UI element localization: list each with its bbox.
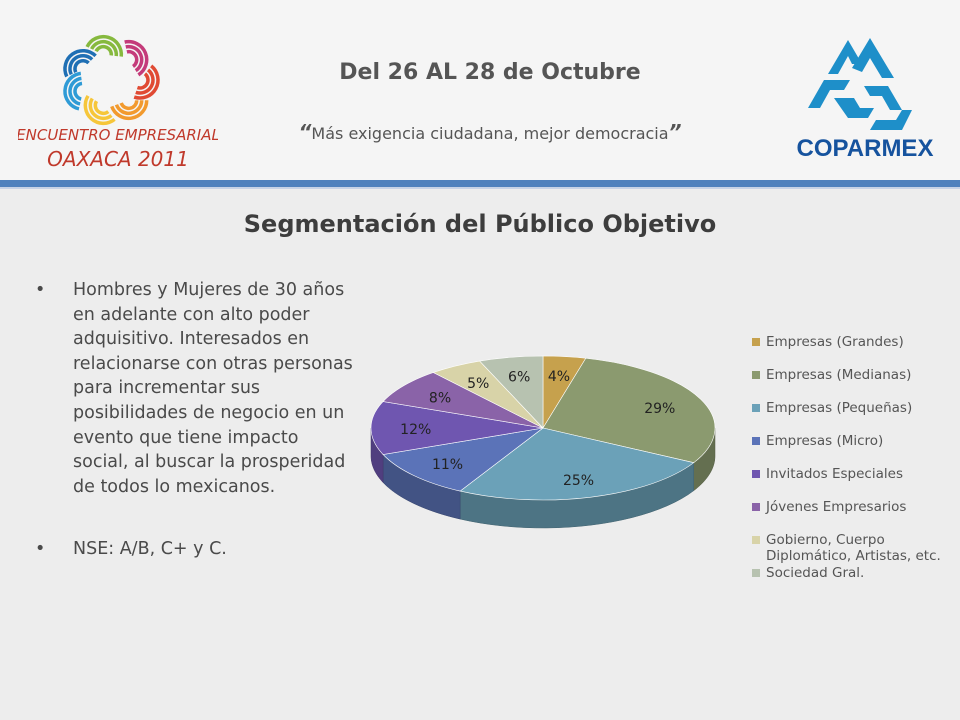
- pie-slice: [542, 357, 716, 464]
- swirl-arc: [93, 100, 110, 116]
- chart-legend: Empresas (Grandes) Empresas (Medianas) Emp…: [752, 334, 957, 598]
- swirl-arc: [88, 97, 113, 121]
- pie-data-label: 5%: [467, 376, 489, 392]
- swirl-arc: [63, 71, 82, 111]
- pie-data-labels: 4% 29% 25% 11% 12% 8% 5% 6%: [400, 369, 675, 489]
- swirl-arc: [68, 76, 82, 106]
- header-divider-shadow: [0, 187, 960, 189]
- coparmex-wordmark: COPARMEX: [797, 135, 934, 162]
- tagline-text: Más exigencia ciudadana, mejor democraci…: [311, 124, 669, 143]
- legend-label: Jóvenes Empresarios: [766, 499, 907, 515]
- legend-swatch: [752, 470, 760, 478]
- pie-data-label: 11%: [432, 457, 463, 473]
- pie-slices: [370, 355, 716, 501]
- pie-slice: [459, 427, 695, 501]
- swirl-arc: [73, 81, 83, 101]
- legend-label: Empresas (Medianas): [766, 367, 912, 383]
- swirl-arc: [68, 54, 94, 76]
- pie-data-label: 12%: [400, 422, 431, 438]
- swirl-arc: [90, 39, 119, 57]
- swirl-arc: [119, 100, 139, 111]
- legend-label: Gobierno, Cuerpo Diplomático, Artistas, …: [766, 532, 941, 564]
- coparmex-mark-icon: [808, 38, 912, 130]
- legend-item: Jóvenes Empresarios: [752, 499, 957, 515]
- swirl-arc: [73, 58, 90, 73]
- swirl-arc: [94, 44, 114, 56]
- swirl-arc: [133, 64, 160, 100]
- bullet-list: Hombres y Mujeres de 30 años en adelante…: [35, 278, 355, 562]
- legend-label: Empresas (Pequeñas): [766, 400, 913, 416]
- legend-item: Empresas (Pequeñas): [752, 400, 957, 416]
- bullet-nse: NSE: A/B, C+ y C.: [35, 537, 355, 562]
- legend-item: Gobierno, Cuerpo Diplomático, Artistas, …: [752, 532, 957, 564]
- bullet-audience: Hombres y Mujeres de 30 años en adelante…: [35, 278, 355, 499]
- pie-data-label: 25%: [563, 473, 594, 489]
- pie-slice: [382, 427, 544, 492]
- legend-swatch: [752, 536, 760, 544]
- swirl-arc: [110, 100, 149, 121]
- slide-title: Segmentación del Público Objetivo: [243, 210, 717, 238]
- audience-pie-chart: 4% 29% 25% 11% 12% 8% 5% 6%: [370, 355, 716, 529]
- event-dates: Del 26 AL 28 de Octubre: [339, 60, 641, 85]
- legend-swatch: [752, 569, 760, 577]
- legend-swatch: [752, 404, 760, 412]
- swirl-arc: [124, 39, 149, 77]
- pie-slice: [479, 355, 544, 429]
- legend-swatch: [752, 338, 760, 346]
- legend-swatch: [752, 371, 760, 379]
- legend-swatch: [752, 503, 760, 511]
- swirl-arc: [135, 68, 155, 95]
- legend-item: Empresas (Micro): [752, 433, 957, 449]
- pie-data-label: 8%: [429, 391, 451, 407]
- swirl-arc: [83, 94, 116, 126]
- header-divider: [0, 180, 960, 187]
- legend-item: Invitados Especiales: [752, 466, 957, 482]
- pie-slice: [370, 401, 544, 455]
- pie-data-label: 4%: [548, 369, 570, 385]
- pie-sides: [370, 427, 716, 529]
- legend-label: Sociedad Gral.: [766, 565, 865, 581]
- pie-data-label: 6%: [508, 370, 530, 386]
- swirl-arc: [114, 100, 144, 116]
- legend-item: Empresas (Grandes): [752, 334, 957, 350]
- legend-label: Invitados Especiales: [766, 466, 903, 482]
- swirl-arc: [85, 34, 124, 57]
- swirl-arc: [63, 48, 97, 78]
- svg-text:COPARMEX: COPARMEX: [797, 135, 934, 162]
- coparmex-logo: COPARMEX: [797, 38, 934, 162]
- encuentro-empresarial-logo: ENCUENTRO EMPRESARIAL OAXACA 2011: [18, 34, 218, 171]
- slide-header: ENCUENTRO EMPRESARIAL OAXACA 2011 Del 26 …: [0, 0, 960, 180]
- event-logo-text: OAXACA 2011: [47, 147, 189, 171]
- pie-data-label: 29%: [644, 401, 675, 417]
- legend-item: Sociedad Gral.: [752, 565, 957, 581]
- legend-label: Empresas (Grandes): [766, 334, 904, 350]
- legend-swatch: [752, 437, 760, 445]
- swirl-arc: [126, 49, 139, 68]
- swirl-arc: [136, 72, 150, 90]
- event-tagline: “Más exigencia ciudadana, mejor democrac…: [298, 120, 682, 144]
- legend-label: Empresas (Micro): [766, 433, 884, 449]
- event-logo-text: ENCUENTRO EMPRESARIAL: [18, 126, 218, 144]
- legend-item: Empresas (Medianas): [752, 367, 957, 383]
- swirl-arc: [125, 44, 144, 73]
